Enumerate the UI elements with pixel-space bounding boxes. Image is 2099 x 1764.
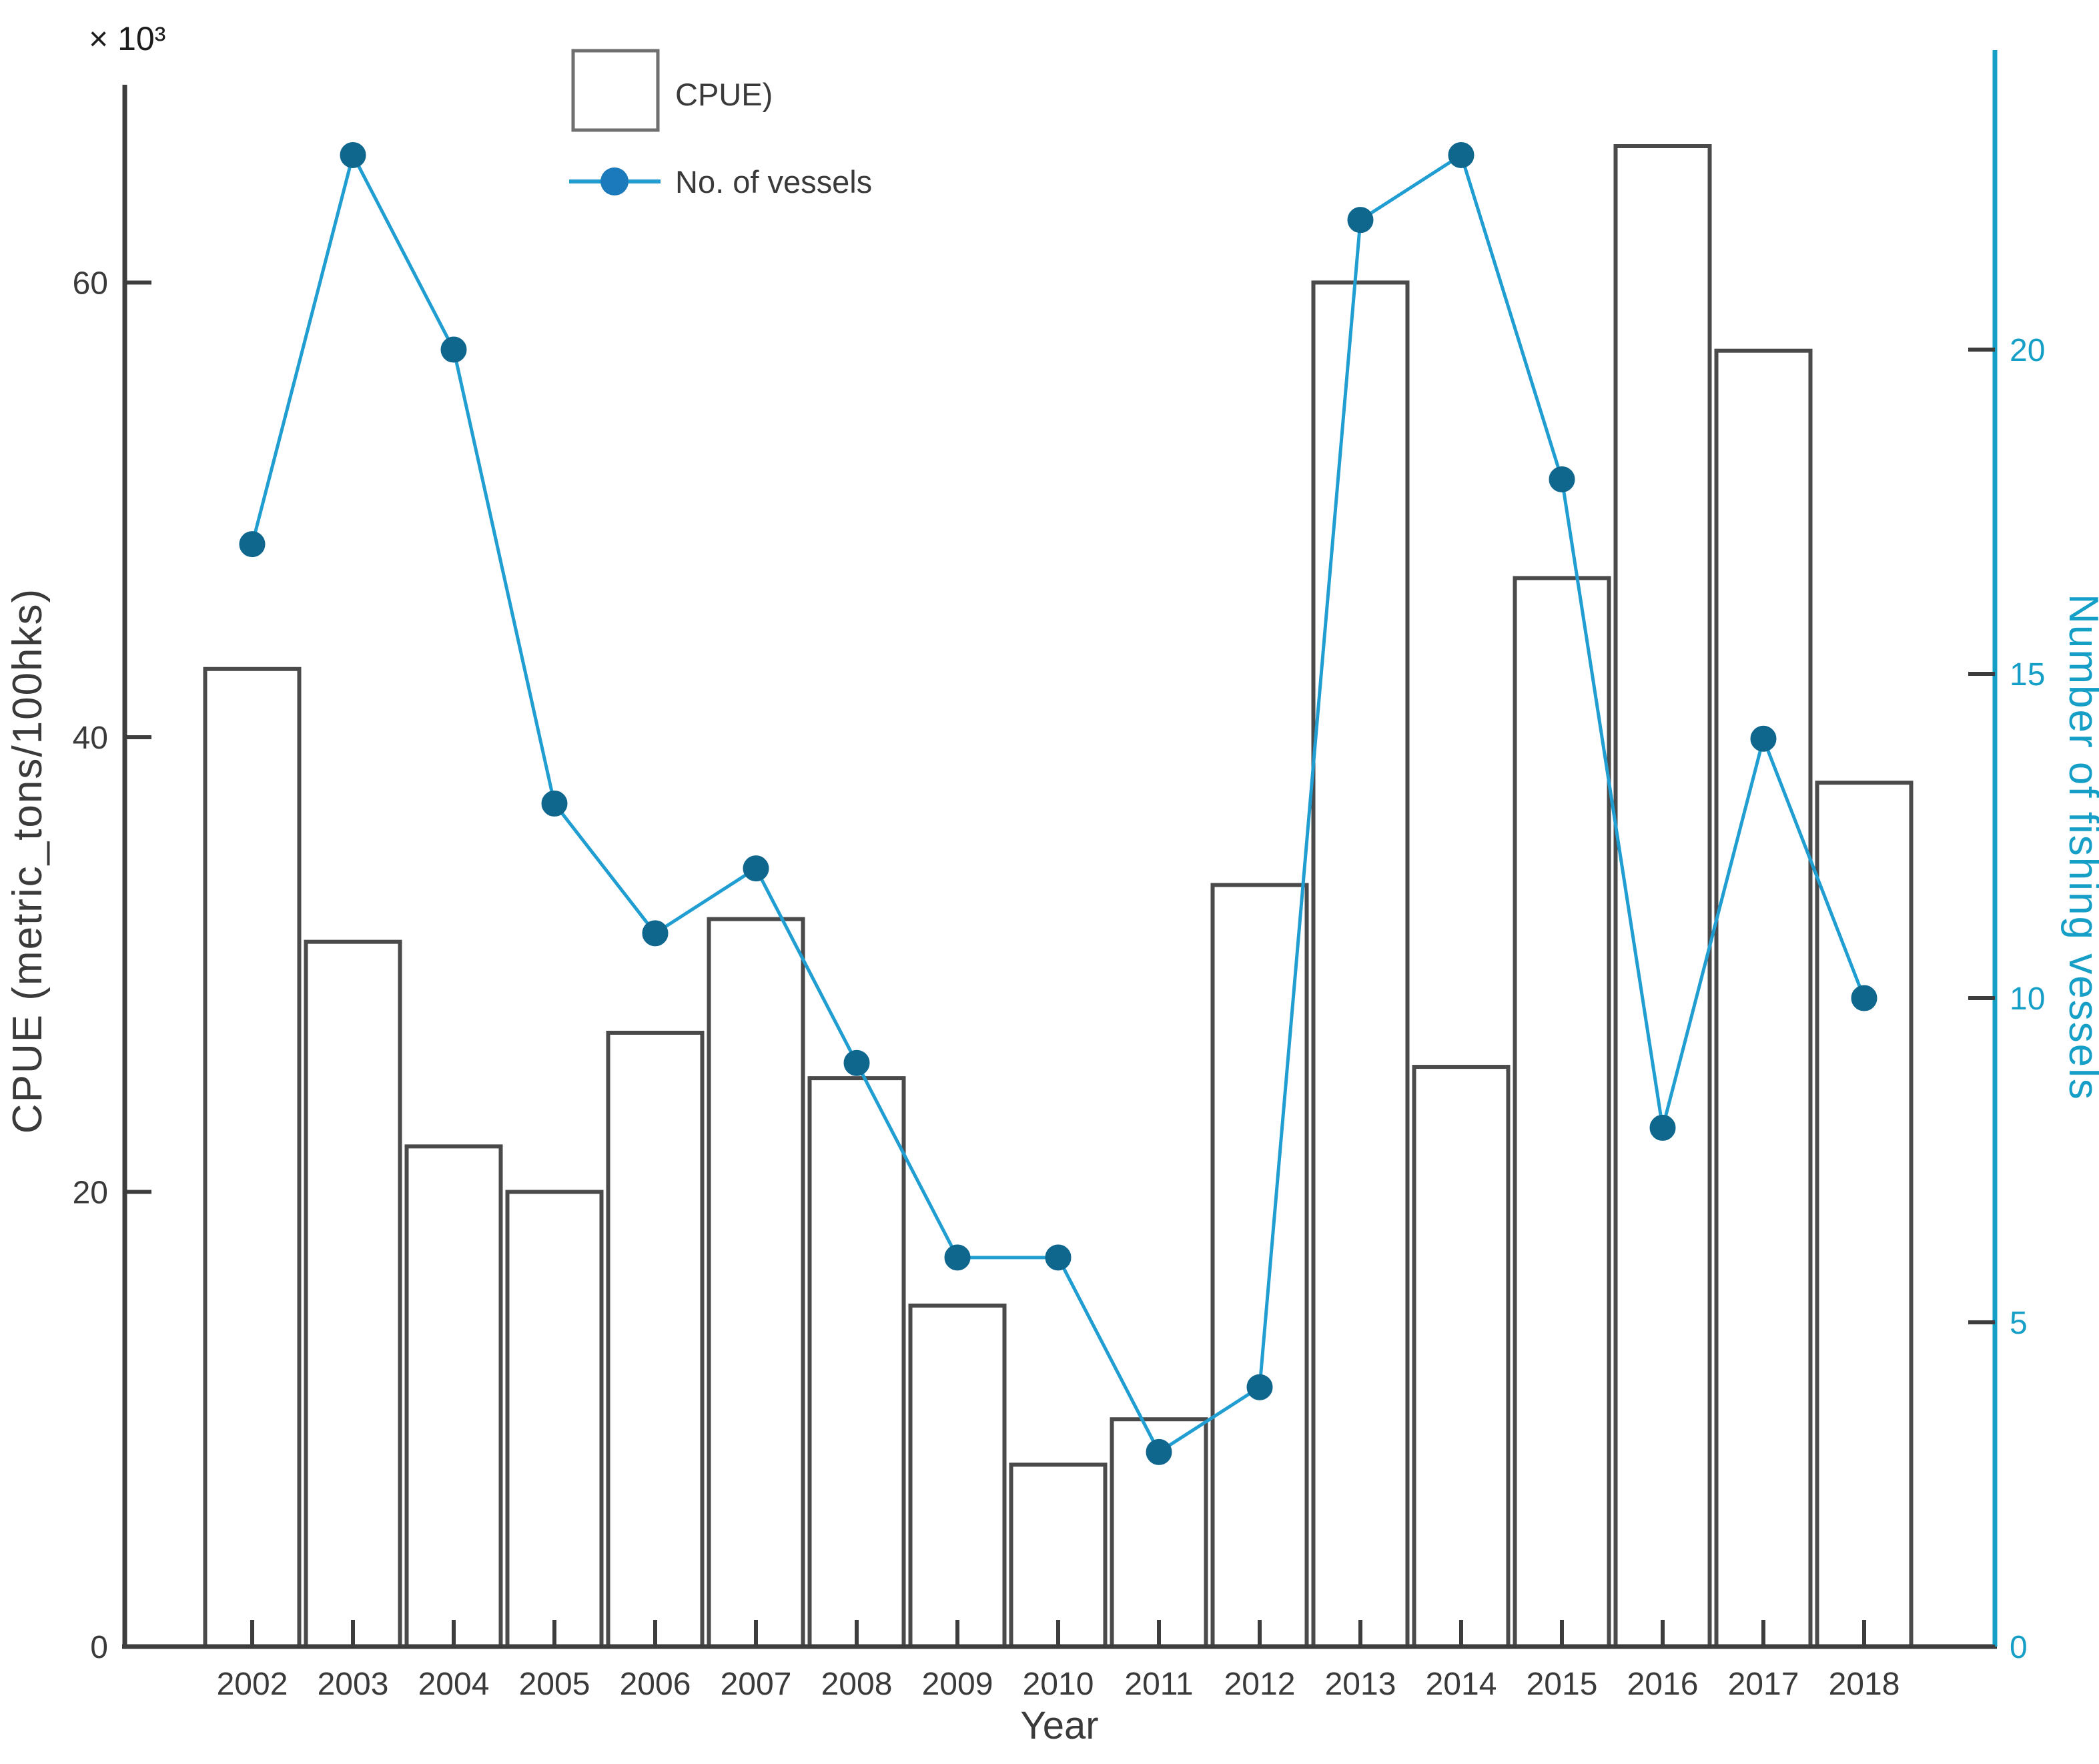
bars-group: [203, 144, 1914, 1649]
x-tick-label-2005: 2005: [519, 1667, 590, 1702]
x-tick-label-2011: 2011: [1124, 1667, 1193, 1702]
x-tick-label-2010: 2010: [1023, 1667, 1094, 1702]
x-tick-label-2012: 2012: [1224, 1667, 1296, 1702]
left-tick-label-0: 0: [90, 1630, 108, 1665]
vessels-point-2009: [944, 1244, 971, 1271]
legend-line-label: No. of vessels: [675, 164, 872, 199]
x-tick-label-2004: 2004: [418, 1667, 490, 1702]
vessels-point-2008: [843, 1049, 870, 1076]
x-tick-label-2003: 2003: [318, 1667, 389, 1702]
bar-2008: [807, 1076, 906, 1649]
x-tick-label-2002: 2002: [217, 1667, 288, 1702]
vessels-line-group: [239, 141, 1877, 1465]
bar-2007: [707, 917, 805, 1649]
vessels-point-2015: [1549, 466, 1575, 492]
vessels-point-2013: [1347, 207, 1374, 234]
bar-2014: [1412, 1065, 1511, 1649]
left-tick-label-40: 40: [73, 721, 108, 756]
vessels-point-2016: [1649, 1114, 1676, 1141]
x-tick-label-2018: 2018: [1829, 1667, 1900, 1702]
vessels-point-2002: [239, 531, 266, 558]
vessels-point-2011: [1146, 1438, 1172, 1465]
vessels-point-2010: [1045, 1244, 1072, 1271]
right-tick-label-10: 10: [2010, 981, 2045, 1017]
left-axis-multiplier: × 10³: [89, 20, 165, 57]
x-tick-label-2014: 2014: [1426, 1667, 1497, 1702]
x-tick-label-2017: 2017: [1728, 1667, 1799, 1702]
legend-bar-swatch: [571, 49, 660, 132]
vessels-point-2018: [1851, 985, 1877, 1011]
legend: CPUE) No. of vessels: [569, 49, 872, 199]
x-tick-label-2009: 2009: [922, 1667, 993, 1702]
vessels-point-2004: [440, 336, 467, 363]
right-tick-label-20: 20: [2010, 333, 2045, 368]
right-axis-title: Number of fishing vessels: [2060, 594, 2099, 1101]
vessels-point-2007: [743, 855, 769, 882]
right-tick-label-0: 0: [2010, 1630, 2028, 1665]
x-tick-label-2015: 2015: [1527, 1667, 1598, 1702]
bar-2017: [1714, 348, 1813, 1649]
vessels-point-2003: [340, 141, 366, 168]
x-tick-label-2016: 2016: [1627, 1667, 1699, 1702]
vessels-point-2006: [642, 920, 669, 947]
x-tick-label-2007: 2007: [721, 1667, 792, 1702]
bar-2002: [203, 667, 302, 1649]
vessels-point-2005: [541, 790, 568, 817]
bar-2016: [1613, 144, 1712, 1649]
x-tick-label-2006: 2006: [620, 1667, 691, 1702]
right-tick-label-5: 5: [2010, 1306, 2028, 1341]
left-axis-title: CPUE (metric_tons/100hks): [5, 588, 51, 1134]
left-tick-label-60: 60: [73, 266, 108, 301]
vessels-point-2012: [1246, 1374, 1273, 1400]
x-axis-title: Year: [1020, 1704, 1098, 1747]
x-tick-label-2008: 2008: [821, 1667, 893, 1702]
bar-2010: [1009, 1462, 1108, 1649]
bar-2003: [304, 939, 402, 1649]
bar-2006: [606, 1030, 705, 1649]
x-tick-label-2013: 2013: [1325, 1667, 1396, 1702]
bar-2015: [1513, 576, 1611, 1649]
bar-2013: [1311, 280, 1410, 1649]
left-tick-label-20: 20: [73, 1175, 108, 1210]
legend-line-marker-icon: [600, 167, 628, 195]
bar-2004: [404, 1144, 503, 1649]
bar-2009: [908, 1303, 1007, 1649]
right-tick-label-15: 15: [2010, 657, 2045, 693]
vessels-point-2014: [1448, 141, 1475, 168]
vessels-point-2017: [1750, 725, 1777, 752]
bar-2005: [505, 1190, 604, 1649]
tick-marks-group: [125, 280, 1995, 1649]
legend-bar-label: CPUE): [675, 77, 773, 112]
